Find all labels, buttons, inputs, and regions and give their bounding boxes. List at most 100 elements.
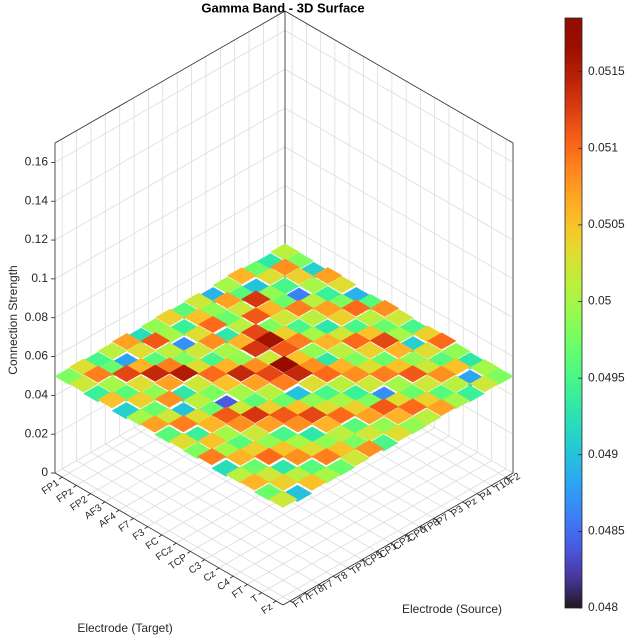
surface-cell xyxy=(225,448,256,466)
y-tick-label: Cz xyxy=(202,568,218,584)
x-tick xyxy=(462,501,466,505)
x-tick xyxy=(347,567,351,571)
surface-cell xyxy=(296,473,327,491)
colorbar-tick-label: 0.05 xyxy=(588,294,612,308)
grid-line xyxy=(275,468,507,602)
y-tick-label: C4 xyxy=(216,576,233,593)
grid-line xyxy=(284,68,514,202)
surface-cell xyxy=(97,342,128,360)
grid-line xyxy=(54,68,286,202)
z-tick-label: 0.1 xyxy=(31,271,48,285)
y-tick xyxy=(158,534,163,538)
surface-cell xyxy=(269,355,299,373)
x-tick xyxy=(505,476,510,480)
x-tick xyxy=(333,575,337,579)
surface-cell xyxy=(139,415,170,433)
x-tick-label: P3 xyxy=(449,503,466,519)
surface-cell xyxy=(126,342,156,360)
grid-line xyxy=(232,443,464,577)
axis-edge xyxy=(282,472,514,606)
x-tick xyxy=(476,493,481,496)
y-tick xyxy=(258,592,262,595)
surface-cell xyxy=(298,309,328,327)
surface-cell xyxy=(226,267,257,285)
surface-cell xyxy=(255,331,285,349)
grid-line xyxy=(218,435,450,569)
y-tick xyxy=(115,509,120,513)
surface-cell xyxy=(269,373,299,391)
surface-cell xyxy=(254,383,285,401)
y-tick xyxy=(215,567,220,571)
surface-cell xyxy=(369,332,400,350)
surface-cell xyxy=(412,342,443,360)
surface-cell xyxy=(326,342,357,360)
surface-cell xyxy=(283,299,314,317)
y-tick-label: T xyxy=(250,593,261,606)
surface-cell xyxy=(311,415,342,433)
colorbar-tick-label: 0.0485 xyxy=(588,524,625,538)
surface-cell xyxy=(340,449,370,467)
y-tick xyxy=(144,526,148,529)
x-tick xyxy=(491,485,495,488)
surface-cell xyxy=(384,309,414,327)
colorbar-tick-label: 0.049 xyxy=(588,447,618,461)
y-tick xyxy=(201,559,205,562)
y-tick xyxy=(187,551,191,554)
y-tick xyxy=(73,485,77,488)
z-tick-label: 0.02 xyxy=(25,426,49,440)
surface-cell xyxy=(183,292,214,310)
z-tick-label: 0 xyxy=(41,465,48,479)
y-axis-label: Electrode (Target) xyxy=(77,621,172,635)
y-tick xyxy=(130,518,134,521)
surface-cell xyxy=(196,448,227,466)
chart-title: Gamma Band - 3D Surface xyxy=(201,0,364,15)
axis-edge xyxy=(54,472,284,606)
surface-cell xyxy=(240,374,271,392)
surface-cell xyxy=(240,307,271,325)
z-tick-label: 0.06 xyxy=(25,349,49,363)
surface-cell xyxy=(312,300,343,318)
grid-line xyxy=(54,185,286,319)
y-tick xyxy=(58,476,63,480)
surface-cell xyxy=(284,267,314,285)
surface-cell xyxy=(211,374,242,392)
surface-cell xyxy=(197,432,227,450)
surface-cell xyxy=(240,424,270,442)
z-tick-label: 0.12 xyxy=(25,232,49,246)
grid-line xyxy=(119,435,348,569)
x-tick-label: P4 xyxy=(478,487,495,503)
surface-cell xyxy=(469,359,500,377)
x-tick xyxy=(419,526,423,529)
grid-line xyxy=(284,30,514,163)
surface-cell xyxy=(83,365,113,383)
surface-cell xyxy=(212,276,243,294)
surface-cell xyxy=(125,391,156,409)
grid-line xyxy=(204,427,435,560)
surface-cell xyxy=(183,391,213,410)
surface-cell xyxy=(283,364,314,382)
y-tick xyxy=(229,575,234,579)
surface-cell xyxy=(168,415,199,433)
surface-cell xyxy=(111,365,142,383)
surface-cell xyxy=(312,333,343,351)
surface-cell xyxy=(397,365,428,383)
x-tick xyxy=(404,534,409,538)
surface-cell xyxy=(354,375,385,393)
surface-cell xyxy=(97,375,128,393)
grid-line xyxy=(105,443,334,577)
grid-line xyxy=(76,460,305,593)
surface-cell xyxy=(240,340,271,358)
x-tick-label: Pz xyxy=(464,496,480,512)
surface-cell xyxy=(411,408,442,426)
y-tick xyxy=(272,600,277,604)
surface-cell xyxy=(269,258,300,276)
x-tick xyxy=(390,542,395,546)
y-tick xyxy=(87,493,91,496)
surface-cell xyxy=(197,365,228,383)
surface-cell xyxy=(211,406,242,424)
surface-cell xyxy=(239,473,270,491)
grid-line xyxy=(54,224,286,357)
surface-cell xyxy=(397,398,428,416)
surface-cell xyxy=(369,365,400,383)
surface-cell xyxy=(354,440,385,458)
